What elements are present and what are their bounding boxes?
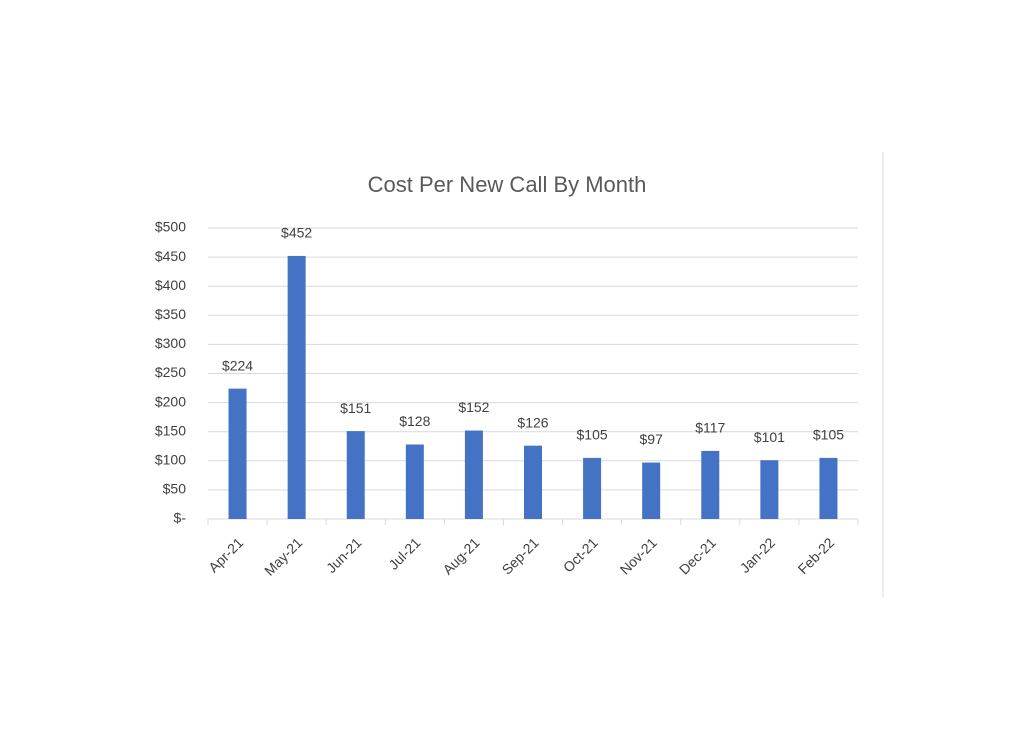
bar [464,430,483,519]
bar [760,460,779,519]
bar [583,457,602,519]
data-label: $128 [399,413,430,429]
y-tick-label: $400 [155,277,186,293]
data-label: $101 [754,429,785,445]
data-label: $452 [281,225,312,241]
data-label: $105 [813,427,844,443]
y-tick-label: $450 [155,248,186,264]
bar [524,445,542,519]
data-label: $151 [340,400,371,416]
bar [819,457,838,519]
y-tick-label: $350 [155,306,186,322]
data-label: $97 [640,431,664,447]
chart-title: Cost Per New Call By Month [368,172,647,197]
y-tick-label: $200 [155,393,186,409]
bar [228,388,247,519]
bar [701,450,720,519]
data-label: $117 [695,420,725,436]
data-label: $224 [222,357,253,373]
y-tick-label: $250 [155,364,186,380]
y-tick-label: $150 [155,422,186,438]
data-label: $105 [577,427,608,443]
bar [346,431,365,519]
y-tick-label: $500 [155,219,186,235]
y-tick-label: $- [174,510,187,526]
bar [642,462,661,519]
y-tick-label: $300 [155,335,186,351]
y-tick-label: $100 [155,452,186,468]
data-label: $152 [458,399,489,415]
bar [287,255,306,519]
data-label: $126 [517,414,548,430]
bar [405,444,424,519]
y-tick-label: $50 [163,481,187,497]
